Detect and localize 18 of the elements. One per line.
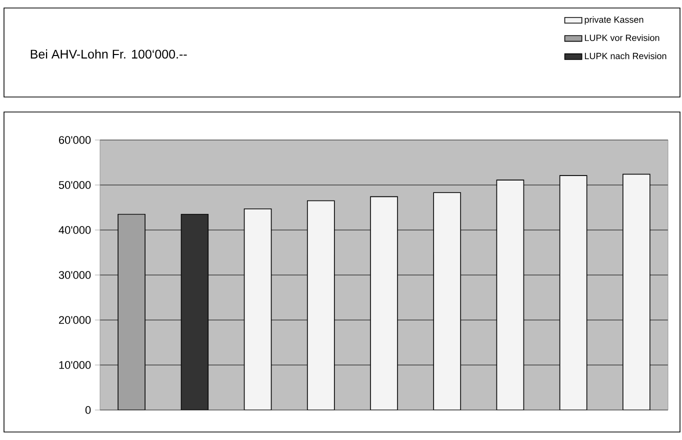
bar	[244, 208, 272, 410]
bar	[496, 180, 524, 410]
y-tick-label: 20'000	[59, 316, 91, 324]
legend-label: LUPK nach Revision	[584, 52, 666, 60]
bar	[370, 196, 398, 410]
chart-title: Bei AHV-Lohn Fr. 100‘000.--	[30, 49, 187, 59]
y-tick-label: 30'000	[58, 271, 91, 279]
y-tick-label: 40'000	[58, 226, 91, 234]
y-tick-label: 60'000	[59, 136, 91, 144]
bar	[559, 175, 588, 410]
legend-label: private Kassen	[584, 16, 644, 25]
legend-label: LUPK vor Revision	[584, 34, 660, 42]
y-tick-label: 10'000	[59, 361, 91, 369]
y-tick-label: 0	[85, 406, 91, 414]
y-tick-label: 50'000	[58, 181, 91, 189]
bar	[433, 192, 462, 410]
bar	[306, 200, 335, 410]
bar	[622, 174, 650, 410]
